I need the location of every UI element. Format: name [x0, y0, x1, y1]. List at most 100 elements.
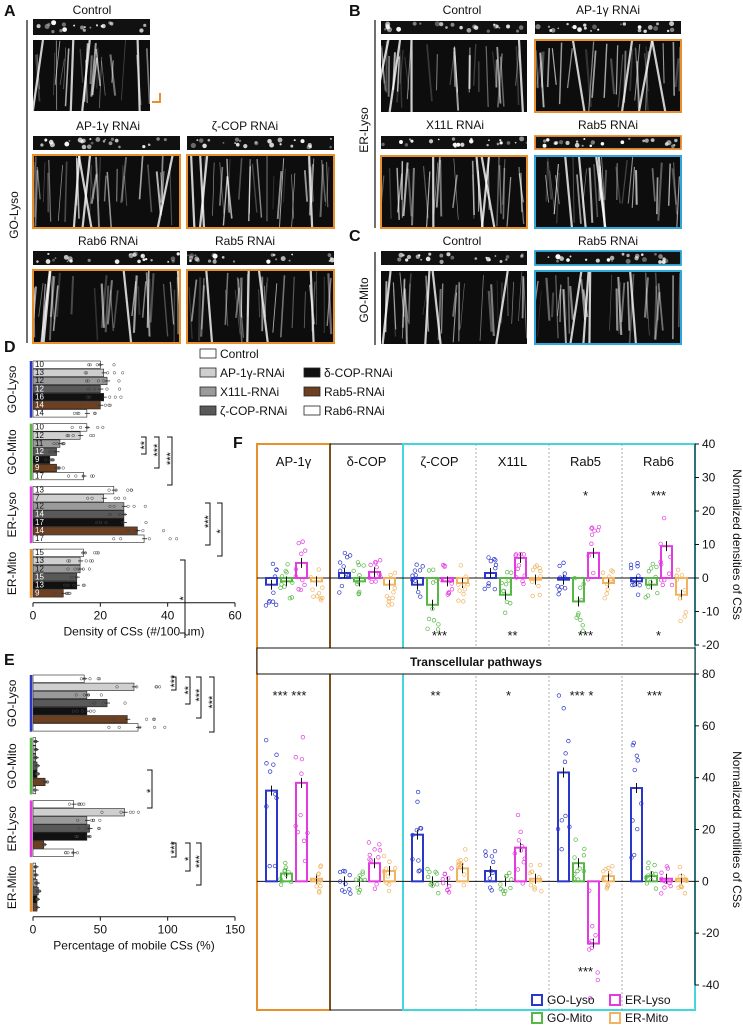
kymo-track: [141, 281, 147, 318]
data-point: [85, 425, 89, 430]
n-label: 12: [35, 502, 44, 511]
strip-dot: [606, 258, 611, 262]
kymo-track: [34, 170, 39, 227]
data-point: [320, 595, 325, 601]
y-tick-label: 30: [702, 471, 716, 485]
data-point: [274, 567, 279, 572]
kymo-track: [490, 284, 495, 337]
data-point: [286, 870, 291, 875]
y-tick-label: 40: [702, 771, 716, 785]
data-point: [87, 363, 91, 367]
kymo-track: [468, 47, 471, 93]
kymo-track: [627, 156, 634, 204]
data-point: [529, 869, 534, 875]
kymo-track: [106, 171, 112, 228]
strip-dot: [36, 260, 39, 263]
data-point: [119, 810, 123, 814]
significance-bracket: [167, 436, 173, 486]
kymo-track: [372, 39, 390, 113]
kymo-track: [246, 269, 250, 344]
data-point: [66, 583, 70, 587]
strip-dot: [674, 138, 678, 143]
bar: [32, 715, 128, 724]
strip-dot: [597, 28, 600, 31]
data-point: [342, 869, 348, 874]
strip-dot: [329, 137, 332, 140]
strip-dot: [269, 142, 275, 148]
kymo-track: [453, 47, 460, 111]
data-point: [387, 859, 392, 864]
data-point: [79, 802, 84, 806]
kymo-track: [212, 162, 215, 216]
data-point: [263, 603, 269, 608]
significance-label: **: [430, 688, 440, 703]
kymo-track: [198, 154, 209, 229]
data-point: [273, 602, 279, 607]
significance-label: *** ***: [273, 688, 307, 703]
data-point: [458, 858, 463, 863]
strip-dot: [621, 252, 625, 256]
y-tick-label: 10: [702, 538, 716, 552]
b-strip-control: [381, 21, 527, 34]
strip-dot: [188, 255, 194, 261]
bar: [32, 816, 88, 825]
strip-dot: [234, 142, 237, 145]
data-point: [636, 573, 641, 578]
kymo-track: [601, 156, 606, 222]
data-point: [426, 874, 431, 880]
data-point: [482, 586, 487, 592]
data-point: [559, 847, 564, 852]
data-point: [87, 567, 92, 571]
kymo-track: [496, 156, 500, 227]
category-label: AP-1γ: [276, 454, 312, 469]
data-point: [632, 852, 637, 858]
data-point: [518, 829, 523, 835]
strip-dot: [583, 137, 586, 140]
data-point: [129, 488, 133, 492]
data-point: [488, 885, 493, 890]
data-point: [278, 876, 283, 882]
strip-dot: [45, 259, 51, 264]
strip-dot: [176, 252, 180, 256]
n-label: 16: [35, 392, 44, 401]
data-point: [653, 574, 658, 580]
strip-dot: [412, 21, 417, 26]
data-point: [128, 810, 132, 814]
data-point: [89, 709, 93, 713]
data-point: [271, 590, 276, 595]
data-point: [64, 851, 68, 855]
significance-label: ***: [578, 964, 593, 979]
data-point: [392, 570, 398, 575]
data-point: [414, 827, 419, 833]
kymo-track: [595, 155, 607, 229]
strip-dot: [569, 255, 572, 258]
strip-dot: [535, 24, 541, 30]
data-point: [410, 577, 415, 583]
kymo-track: [553, 164, 559, 215]
data-point: [53, 591, 57, 595]
data-point: [587, 940, 592, 945]
group-label: ER-Mito: [5, 865, 19, 909]
strip-dot: [327, 253, 332, 257]
kymo-track: [279, 158, 285, 228]
data-point: [366, 840, 372, 845]
kymo-track: [473, 43, 477, 86]
kymo-track: [257, 269, 269, 344]
data-point: [539, 889, 544, 894]
data-point: [390, 595, 395, 601]
kymo-track: [506, 177, 512, 227]
data-point: [99, 521, 103, 525]
legend-swatch: [609, 994, 621, 1006]
kymo-track: [280, 275, 286, 338]
data-point: [117, 379, 121, 383]
strip-dot: [66, 260, 69, 263]
data-point: [311, 594, 316, 599]
strip-dot: [44, 23, 50, 29]
strip-dot: [486, 143, 489, 147]
kymo-track: [644, 272, 649, 319]
strip-dot: [650, 138, 655, 143]
group-label: ER-Lyso: [5, 492, 19, 538]
strip-dot: [420, 258, 423, 261]
data-point: [378, 574, 383, 580]
strip-dot: [640, 253, 644, 256]
